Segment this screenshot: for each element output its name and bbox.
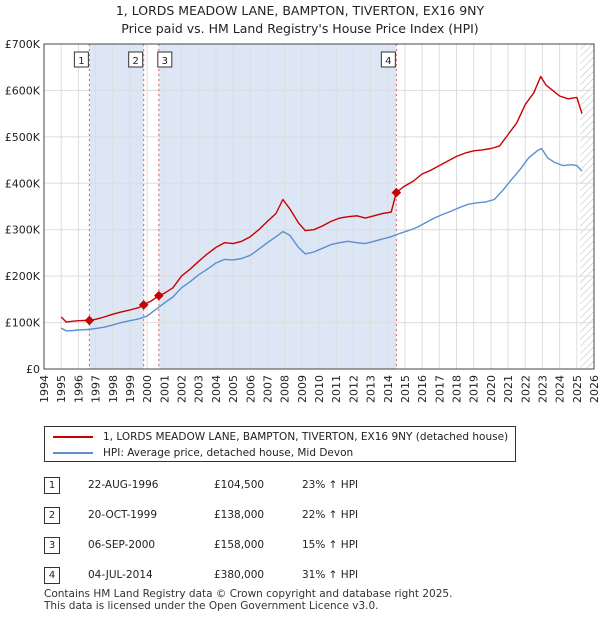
chart-title-line-2: Price paid vs. HM Land Registry's House … <box>121 21 479 36</box>
x-tick-label: 2015 <box>399 375 412 403</box>
sale-number-label: 2 <box>128 51 144 68</box>
y-tick-label: £700K <box>5 38 41 51</box>
footer-attribution: Contains HM Land Registry data © Crown c… <box>44 588 452 612</box>
sale-number-text: 1 <box>78 56 84 67</box>
x-tick-label: 1999 <box>124 375 137 403</box>
sale-number-badge: 3 <box>44 537 60 554</box>
x-tick-label: 2007 <box>261 375 274 403</box>
x-tick-label: 2026 <box>588 375 600 403</box>
sale-number-label: 3 <box>157 51 173 68</box>
legend-hpi-label: HPI: Average price, detached house, Mid … <box>103 447 354 459</box>
sale-date: 06-SEP-2000 <box>88 539 156 551</box>
sale-date: 20-OCT-1999 <box>88 509 157 521</box>
sale-number-badge: 4 <box>44 567 60 584</box>
x-tick-label: 2017 <box>433 375 446 403</box>
x-tick-label: 2022 <box>519 375 532 403</box>
x-tick-label: 2014 <box>382 375 395 403</box>
x-tick-label: 2002 <box>176 375 189 403</box>
x-tick-label: 2013 <box>365 375 378 403</box>
sale-number-label: 1 <box>73 51 89 68</box>
y-tick-label: £0 <box>26 363 40 376</box>
x-tick-label: 1998 <box>107 375 120 403</box>
x-tick-label: 2021 <box>502 375 515 403</box>
sale-number-box <box>157 51 173 68</box>
y-tick-label: £400K <box>5 177 41 190</box>
sale-number-text: 4 <box>385 56 391 67</box>
sale-date: 04-JUL-2014 <box>88 569 153 581</box>
x-tick-label: 2005 <box>227 375 240 403</box>
sale-number-text: 3 <box>162 56 168 67</box>
chart-title-line-1: 1, LORDS MEADOW LANE, BAMPTON, TIVERTON,… <box>115 3 485 18</box>
sale-number-box <box>380 51 396 68</box>
sale-hpi-diff: 22% ↑ HPI <box>302 509 359 521</box>
x-tick-label: 2001 <box>158 375 171 403</box>
legend-property-line <box>53 436 93 438</box>
sale-point <box>391 187 402 198</box>
footer-line-2: This data is licensed under the Open Gov… <box>44 600 379 612</box>
chart-title: 1, LORDS MEADOW LANE, BAMPTON, TIVERTON,… <box>0 2 600 38</box>
sale-price: £158,000 <box>214 539 265 551</box>
x-tick-label: 2025 <box>571 375 584 403</box>
sale-date: 22-AUG-1996 <box>88 479 159 491</box>
y-tick-label: £300K <box>5 224 41 237</box>
x-tick-label: 1996 <box>72 375 85 403</box>
property-price-line <box>60 75 583 323</box>
legend-item-property: 1, LORDS MEADOW LANE, BAMPTON, TIVERTON,… <box>53 429 508 445</box>
ownership-shaded-region <box>158 44 397 369</box>
x-tick-label: 2009 <box>296 375 309 403</box>
x-tick-label: 1994 <box>38 375 51 403</box>
y-tick-label: £600K <box>5 84 41 97</box>
sale-price: £380,000 <box>214 569 265 581</box>
sale-number-text: 2 <box>133 56 139 67</box>
x-tick-label: 2004 <box>210 375 223 403</box>
legend-hpi-line <box>53 452 93 454</box>
sale-number-box <box>73 51 89 68</box>
sale-price: £104,500 <box>214 479 265 491</box>
sale-hpi-diff: 15% ↑ HPI <box>302 539 359 551</box>
legend-property-label: 1, LORDS MEADOW LANE, BAMPTON, TIVERTON,… <box>103 431 509 443</box>
x-tick-label: 2012 <box>347 375 360 403</box>
sale-hpi-diff: 31% ↑ HPI <box>302 569 359 581</box>
sale-point <box>138 300 149 310</box>
x-tick-label: 2023 <box>536 375 549 403</box>
sale-row: 4 04-JUL-2014 £380,000 31% ↑ HPI <box>44 567 444 587</box>
y-tick-label: £200K <box>5 270 41 283</box>
x-tick-label: 2020 <box>485 375 498 403</box>
sale-row: 2 20-OCT-1999 £138,000 22% ↑ HPI <box>44 507 444 527</box>
x-tick-label: 2018 <box>451 375 464 403</box>
x-tick-label: 2003 <box>193 375 206 403</box>
projection-hatched-region <box>580 44 594 369</box>
x-tick-label: 2008 <box>279 375 292 403</box>
x-tick-label: 1995 <box>55 375 68 403</box>
sale-number-box <box>128 51 144 68</box>
sale-row: 1 22-AUG-1996 £104,500 23% ↑ HPI <box>44 477 444 497</box>
ownership-shaded-region <box>89 44 144 369</box>
x-tick-label: 1997 <box>90 375 103 403</box>
sale-point <box>84 315 95 326</box>
x-tick-label: 2016 <box>416 375 429 403</box>
legend: 1, LORDS MEADOW LANE, BAMPTON, TIVERTON,… <box>44 426 516 462</box>
hpi-line <box>60 147 583 332</box>
x-tick-label: 2006 <box>244 375 257 403</box>
x-tick-label: 2024 <box>554 375 567 403</box>
sale-price: £138,000 <box>214 509 265 521</box>
sale-number-badge: 1 <box>44 477 60 494</box>
sale-row: 3 06-SEP-2000 £158,000 15% ↑ HPI <box>44 537 444 557</box>
sale-number-badge: 2 <box>44 507 60 524</box>
sale-hpi-diff: 23% ↑ HPI <box>302 479 359 491</box>
legend-item-hpi: HPI: Average price, detached house, Mid … <box>53 445 353 461</box>
x-tick-label: 2010 <box>313 375 326 403</box>
sale-point <box>153 290 164 301</box>
plot-frame <box>43 43 595 370</box>
y-tick-label: £100K <box>5 317 41 330</box>
x-tick-label: 2019 <box>468 375 481 403</box>
footer-line-1: Contains HM Land Registry data © Crown c… <box>44 588 453 600</box>
price-chart: £0 £100K £200K £300K £400K £500K £600K £700K 199… <box>5 38 600 403</box>
sale-number-label: 4 <box>380 51 396 68</box>
x-tick-label: 2000 <box>141 375 154 403</box>
x-tick-label: 2011 <box>330 375 343 403</box>
y-tick-label: £500K <box>5 131 41 144</box>
